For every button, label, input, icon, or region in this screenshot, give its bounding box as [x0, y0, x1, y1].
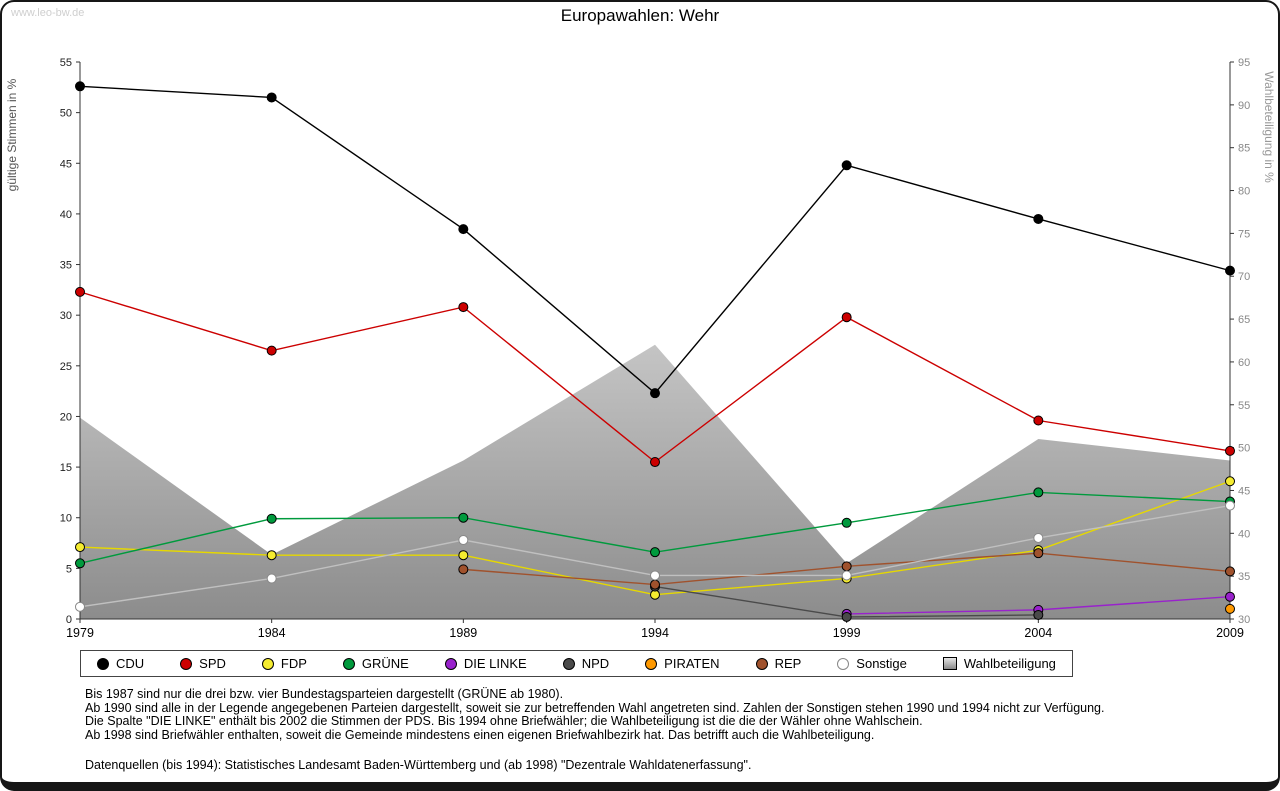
svg-text:95: 95	[1238, 57, 1250, 69]
svg-text:15: 15	[60, 462, 72, 474]
legend-label-piraten: PIRATEN	[664, 656, 720, 671]
legend-label-sonstige: Sonstige	[856, 656, 907, 671]
legend-item-npd: NPD	[562, 656, 610, 671]
svg-text:2004: 2004	[1024, 626, 1052, 640]
legend-marker-gr-ne-icon	[342, 657, 355, 670]
legend-label-cdu: CDU	[116, 656, 145, 671]
svg-text:85: 85	[1238, 143, 1250, 155]
svg-text:30: 30	[60, 310, 72, 322]
svg-text:20: 20	[60, 411, 72, 423]
page-title: Europawahlen: Wehr	[560, 6, 720, 25]
svg-text:25: 25	[60, 361, 72, 373]
turnout-area	[80, 344, 1230, 619]
legend-item-fdp: FDP	[261, 656, 307, 671]
legend-item-cdu: CDU	[97, 656, 144, 671]
legend-marker-rep-icon	[755, 657, 768, 670]
legend-item-wahlbeteiligung: Wahlbeteiligung	[942, 656, 1056, 671]
svg-text:1984: 1984	[258, 626, 286, 640]
svg-text:40: 40	[60, 209, 72, 221]
legend-item-spd: SPD	[180, 656, 226, 671]
footnote-line-1: Bis 1987 sind nur die drei bzw. vier Bun…	[85, 687, 564, 701]
svg-text:50: 50	[60, 108, 72, 120]
svg-text:40: 40	[1238, 528, 1250, 540]
legend-item-gr-ne: GRÜNE	[342, 656, 409, 671]
legend-label-fdp: FDP	[280, 656, 307, 671]
svg-text:35: 35	[60, 260, 72, 272]
legend-item-die-linke: DIE LINKE	[444, 656, 527, 671]
legend-label-die-linke: DIE LINKE	[463, 656, 527, 671]
legend-label-wahlbeteiligung: Wahlbeteiligung	[963, 656, 1056, 671]
svg-text:1989: 1989	[449, 626, 477, 640]
legend-label-gr-ne: GRÜNE	[361, 656, 409, 671]
legend-marker-fdp-icon	[261, 657, 274, 670]
svg-text:55: 55	[1238, 400, 1250, 412]
footnote-line-4: Ab 1998 sind Briefwähler enthalten, sowe…	[85, 727, 875, 742]
legend-marker-wahlbeteiligung-icon	[942, 657, 957, 670]
legend-marker-spd-icon	[180, 657, 193, 670]
svg-text:50: 50	[1238, 443, 1250, 455]
legend-item-piraten: PIRATEN	[645, 656, 720, 671]
svg-text:5: 5	[66, 563, 72, 575]
legend-item-sonstige: Sonstige	[837, 656, 907, 671]
legend-marker-die-linke-icon	[444, 657, 457, 670]
svg-text:65: 65	[1238, 314, 1250, 326]
watermark: www.leo-bw.de	[11, 7, 85, 19]
footnote-line-3: Die Spalte "DIE LINKE" enthält bis 2002 …	[85, 714, 923, 728]
footnotes: Bis 1987 sind nur die drei bzw. vier Bun…	[85, 687, 1105, 773]
svg-text:1979: 1979	[66, 626, 94, 640]
data-source: Datenquellen (bis 1994): Statistisches L…	[85, 758, 752, 772]
svg-text:80: 80	[1238, 186, 1250, 198]
svg-text:30: 30	[1238, 614, 1250, 626]
svg-text:45: 45	[60, 158, 72, 170]
legend-label-spd: SPD	[199, 656, 226, 671]
legend-label-rep: REP	[774, 656, 802, 671]
svg-text:2009: 2009	[1216, 626, 1244, 640]
svg-text:10: 10	[60, 513, 72, 525]
legend-marker-sonstige-icon	[837, 657, 850, 670]
legend-marker-piraten-icon	[645, 657, 658, 670]
legend-label-npd: NPD	[581, 656, 610, 671]
legend-marker-npd-icon	[562, 657, 575, 670]
svg-text:0: 0	[66, 614, 72, 626]
svg-text:90: 90	[1238, 100, 1250, 112]
svg-text:Wahlbeteiligung in %: Wahlbeteiligung in %	[1262, 71, 1276, 183]
legend-item-rep: REP	[755, 656, 802, 671]
footnote-line-2: Ab 1990 sind alle in der Legende angegeb…	[85, 700, 1105, 715]
svg-text:35: 35	[1238, 571, 1250, 583]
svg-text:70: 70	[1238, 271, 1250, 283]
svg-text:1999: 1999	[833, 626, 861, 640]
svg-text:60: 60	[1238, 357, 1250, 369]
svg-text:45: 45	[1238, 485, 1250, 497]
svg-text:55: 55	[60, 57, 72, 69]
svg-text:75: 75	[1238, 228, 1250, 240]
svg-text:gültige Stimmen in %: gültige Stimmen in %	[5, 78, 19, 191]
svg-text:1994: 1994	[641, 626, 669, 640]
legend-marker-cdu-icon	[97, 657, 109, 670]
chart-legend: CDU SPD FDP GRÜNE DIE LINKE NPD PIRATEN REP Sons…	[80, 650, 1073, 677]
